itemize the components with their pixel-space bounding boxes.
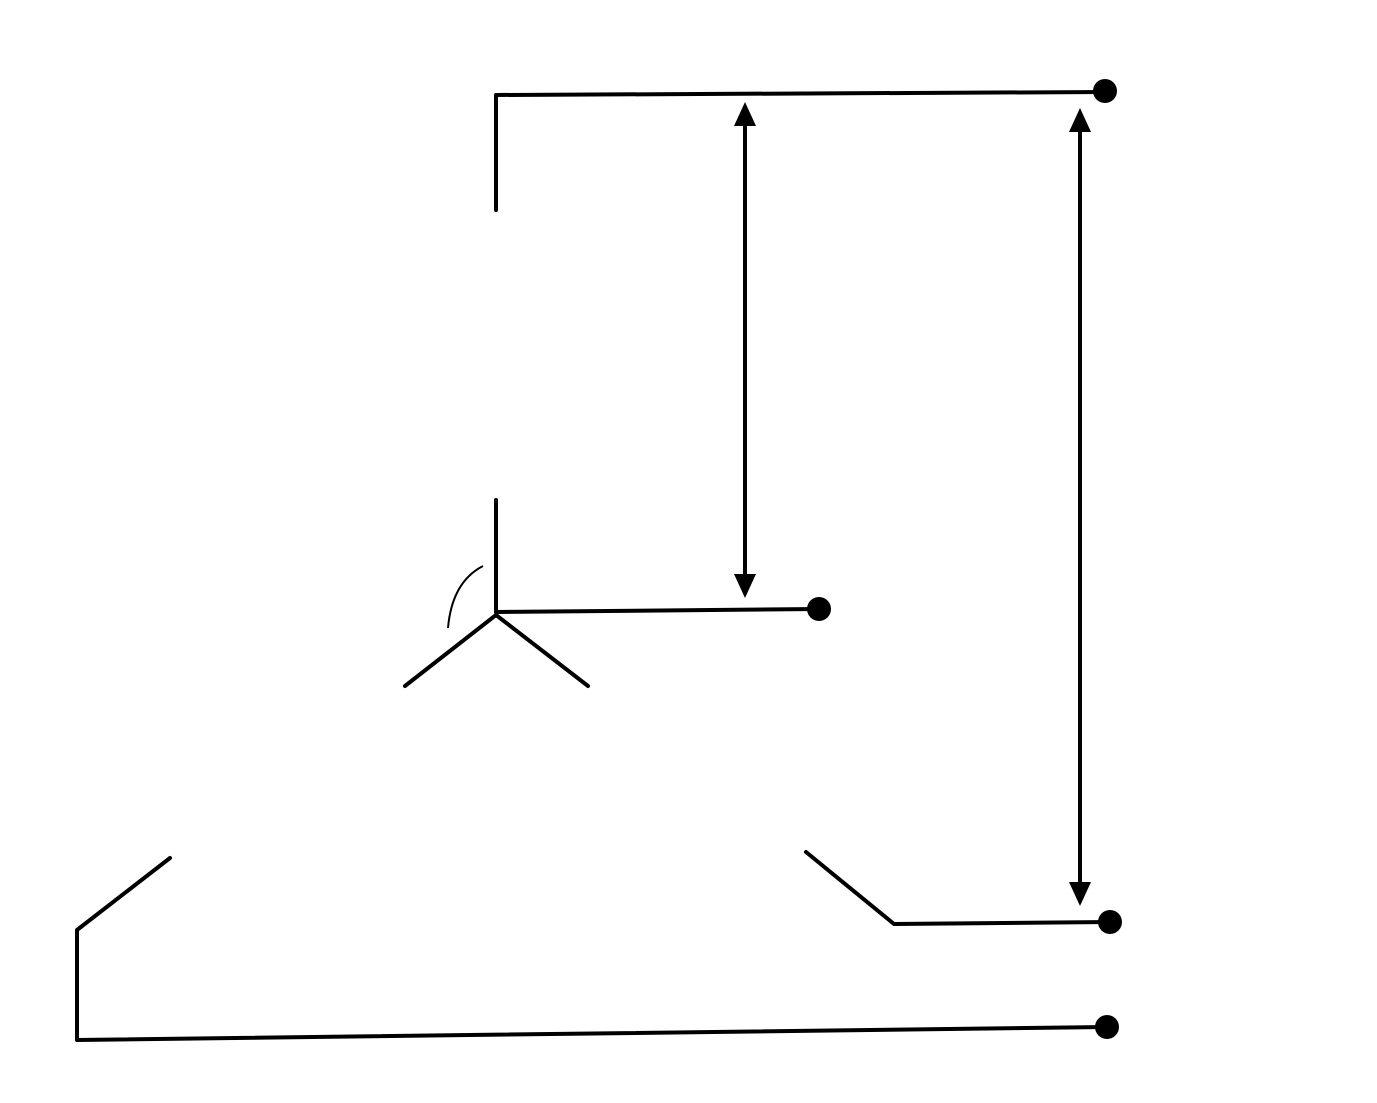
phase-voltage-arrow — [734, 102, 756, 598]
right-terminal — [1098, 910, 1122, 934]
top-line-wire — [494, 90, 1107, 212]
right-coil-inner-lead — [494, 613, 590, 688]
top-terminal — [1093, 79, 1117, 103]
neutral-wire — [494, 607, 820, 614]
left-coil-inner-lead — [403, 613, 498, 688]
right-line-wire — [804, 850, 1112, 926]
line-voltage-arrow — [1069, 108, 1091, 906]
neutral-terminal — [807, 597, 831, 621]
left-line-wire — [75, 856, 1109, 1042]
bottom-terminal — [1095, 1015, 1119, 1039]
angle-arc — [447, 565, 484, 629]
